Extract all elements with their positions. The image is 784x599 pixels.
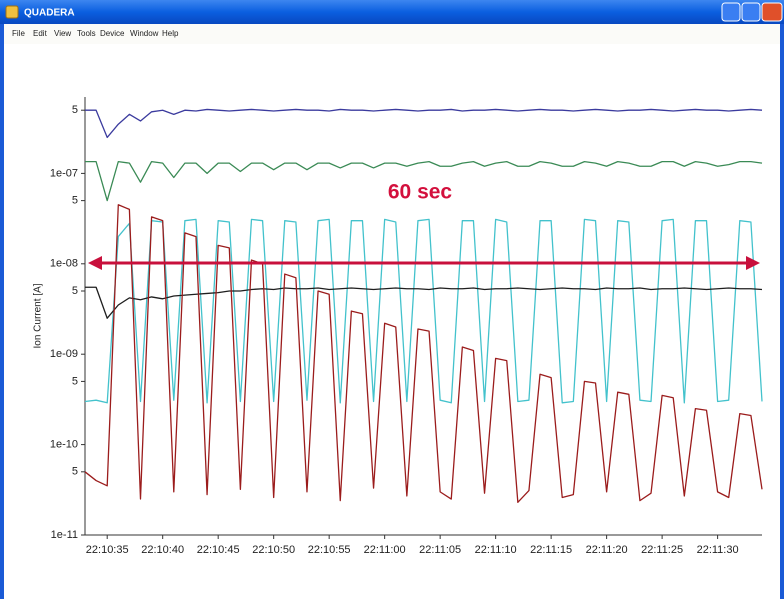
x-tick-label: 22:10:55 bbox=[308, 544, 351, 556]
y-tick-label: 5 bbox=[72, 285, 78, 297]
x-tick-label: 22:10:35 bbox=[86, 544, 129, 556]
x-tick-label: 22:11:20 bbox=[586, 544, 628, 556]
x-tick-label: 22:10:50 bbox=[252, 544, 295, 556]
title-bar bbox=[0, 0, 784, 24]
menu-item[interactable]: View bbox=[54, 29, 71, 38]
menu-item[interactable]: Edit bbox=[33, 29, 48, 38]
menu-bar bbox=[4, 24, 780, 44]
y-tick-label: 1e-10 bbox=[50, 439, 78, 451]
series-group bbox=[84, 108, 763, 503]
x-tick-label: 22:11:15 bbox=[530, 544, 572, 556]
series-line bbox=[84, 204, 763, 503]
x-tick-label: 22:11:25 bbox=[641, 544, 683, 556]
arrow-head-left bbox=[88, 256, 102, 270]
x-tick-label: 22:11:10 bbox=[475, 544, 517, 556]
x-tick-label: 22:11:30 bbox=[697, 544, 739, 556]
span-arrow bbox=[88, 256, 760, 270]
x-tick-label: 22:11:00 bbox=[364, 544, 406, 556]
menu-item[interactable]: Device bbox=[100, 29, 125, 38]
y-axis-label: Ion Current [A] bbox=[33, 283, 44, 348]
series-line bbox=[84, 218, 763, 404]
y-tick-label: 5 bbox=[72, 466, 78, 478]
chart: Ion Current [A] 1e-11 5 1e-10 5 1e-09 5 1e-08 5… bbox=[33, 97, 762, 556]
series-line bbox=[85, 108, 763, 139]
arrow-head-right bbox=[746, 256, 760, 270]
menu: File Edit View Tools Device Window Help bbox=[12, 29, 179, 38]
y-tick-label: 5 bbox=[72, 104, 78, 116]
y-tick-label: 1e-08 bbox=[50, 258, 78, 270]
menu-item[interactable]: File bbox=[12, 29, 25, 38]
left-frame bbox=[0, 24, 4, 599]
y-tick-label: 1e-11 bbox=[51, 529, 78, 541]
right-frame bbox=[780, 24, 784, 599]
window-title: QUADERA bbox=[24, 8, 75, 19]
menu-item[interactable]: Tools bbox=[77, 29, 96, 38]
menu-item[interactable]: Help bbox=[162, 29, 179, 38]
y-tick-label: 5 bbox=[72, 375, 78, 387]
maximize-button[interactable] bbox=[741, 2, 761, 22]
annotation: 60 sec bbox=[388, 181, 453, 204]
close-button[interactable] bbox=[761, 2, 783, 22]
y-tick-label: 5 bbox=[72, 195, 78, 207]
y-tick-label: 1e-07 bbox=[50, 167, 78, 179]
y-tick-label: 1e-09 bbox=[50, 348, 78, 360]
x-tick-label: 22:11:05 bbox=[419, 544, 461, 556]
menu-item[interactable]: Window bbox=[130, 29, 159, 38]
minimize-button[interactable] bbox=[721, 2, 741, 22]
x-tick-label: 22:10:40 bbox=[141, 544, 184, 556]
series-line bbox=[85, 160, 763, 202]
x-tick-label: 22:10:45 bbox=[197, 544, 240, 556]
app-icon bbox=[5, 5, 19, 19]
